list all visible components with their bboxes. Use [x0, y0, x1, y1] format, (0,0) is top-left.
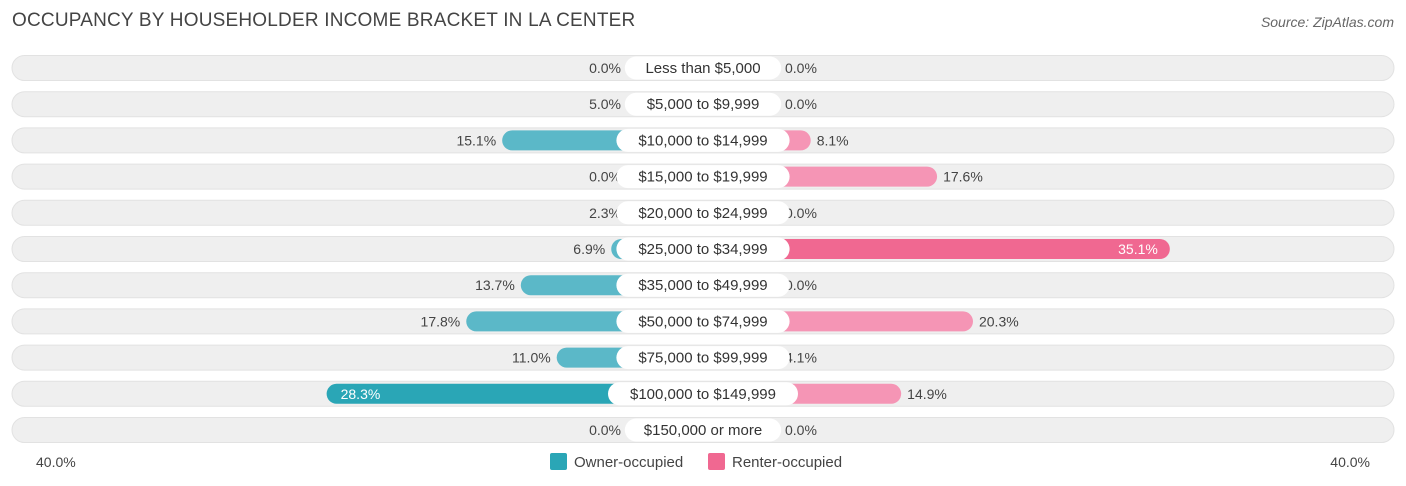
category-label: $100,000 to $149,999 [630, 386, 776, 403]
renter-value-label: 4.1% [785, 350, 817, 366]
renter-value-label: 0.0% [785, 205, 817, 221]
renter-value-label: 8.1% [817, 132, 849, 148]
owner-bar [326, 383, 703, 404]
category-label: $10,000 to $14,999 [638, 132, 767, 149]
category-pill [616, 309, 790, 333]
renter-value-label: 14.9% [907, 386, 947, 402]
category-label: $75,000 to $99,999 [638, 350, 767, 367]
category-pill [616, 201, 790, 225]
category-label: $20,000 to $24,999 [638, 205, 767, 222]
axis-label-right: 40.0% [1330, 454, 1370, 470]
category-label: Less than $5,000 [645, 60, 760, 77]
renter-value-label: 35.1% [1118, 241, 1158, 257]
category-label: $25,000 to $34,999 [638, 241, 767, 258]
category-pill [616, 346, 790, 370]
owner-value-label: 2.3% [589, 205, 621, 221]
owner-value-label: 11.0% [512, 350, 551, 366]
axis-label-left: 40.0% [36, 454, 76, 470]
renter-value-label: 0.0% [785, 60, 817, 76]
category-pill [624, 418, 782, 442]
owner-value-label: 15.1% [456, 132, 496, 148]
legend-label-renter: Renter-occupied [732, 454, 842, 471]
owner-value-label: 17.8% [421, 313, 461, 329]
chart-source: Source: ZipAtlas.com [1260, 14, 1394, 30]
category-pill [608, 382, 798, 406]
owner-value-label: 0.0% [589, 60, 621, 76]
renter-value-label: 0.0% [785, 422, 817, 438]
legend-label-owner: Owner-occupied [574, 454, 683, 471]
category-pill [624, 92, 782, 116]
owner-value-label: 28.3% [341, 386, 381, 402]
legend-swatch-owner [550, 453, 567, 470]
renter-value-label: 17.6% [943, 169, 983, 185]
owner-value-label: 6.9% [573, 241, 605, 257]
category-label: $150,000 or more [644, 422, 762, 439]
category-pill [624, 56, 782, 80]
legend: Owner-occupied Renter-occupied [550, 453, 842, 471]
category-pill [616, 273, 790, 297]
owner-value-label: 0.0% [589, 422, 621, 438]
category-label: $15,000 to $19,999 [638, 169, 767, 186]
renter-value-label: 20.3% [979, 313, 1019, 329]
category-label: $5,000 to $9,999 [647, 96, 760, 113]
category-label: $35,000 to $49,999 [638, 277, 767, 294]
owner-value-label: 5.0% [589, 96, 621, 112]
category-pill [616, 128, 790, 152]
category-pill [616, 237, 790, 261]
category-pill [616, 165, 790, 189]
renter-bar [703, 239, 1170, 259]
category-label: $50,000 to $74,999 [638, 313, 767, 330]
legend-swatch-renter [708, 453, 725, 470]
chart-title: OCCUPANCY BY HOUSEHOLDER INCOME BRACKET … [12, 10, 636, 31]
owner-value-label: 13.7% [475, 277, 515, 293]
renter-value-label: 0.0% [785, 96, 817, 112]
owner-value-label: 0.0% [589, 169, 621, 185]
renter-value-label: 0.0% [785, 277, 817, 293]
